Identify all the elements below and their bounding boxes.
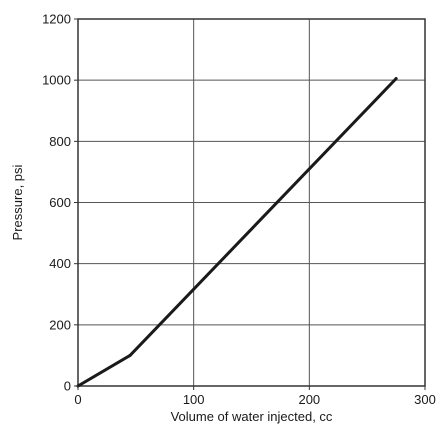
x-axis-label: Volume of water injected, cc xyxy=(171,409,333,424)
y-tick-label: 200 xyxy=(49,317,71,332)
x-axis-ticks: 0 100 200 300 xyxy=(74,386,436,407)
x-tick-label: 0 xyxy=(74,392,81,407)
y-tick-label: 1000 xyxy=(42,73,71,88)
y-axis-ticks: 0 200 400 600 800 1000 1200 xyxy=(42,12,78,394)
y-tick-label: 400 xyxy=(49,256,71,271)
x-tick-label: 100 xyxy=(183,392,205,407)
y-axis-label: Pressure, psi xyxy=(10,164,25,240)
data-point xyxy=(128,353,132,357)
grid-lines xyxy=(77,18,426,387)
y-tick-label: 1200 xyxy=(42,12,71,27)
y-tick-label: 600 xyxy=(49,195,71,210)
series-line xyxy=(76,77,398,388)
y-tick-label: 800 xyxy=(49,134,71,149)
x-tick-label: 200 xyxy=(298,392,320,407)
y-tick-label: 0 xyxy=(64,379,71,394)
data-point xyxy=(394,77,398,81)
x-tick-label: 300 xyxy=(414,392,436,407)
series-layer xyxy=(76,77,398,388)
